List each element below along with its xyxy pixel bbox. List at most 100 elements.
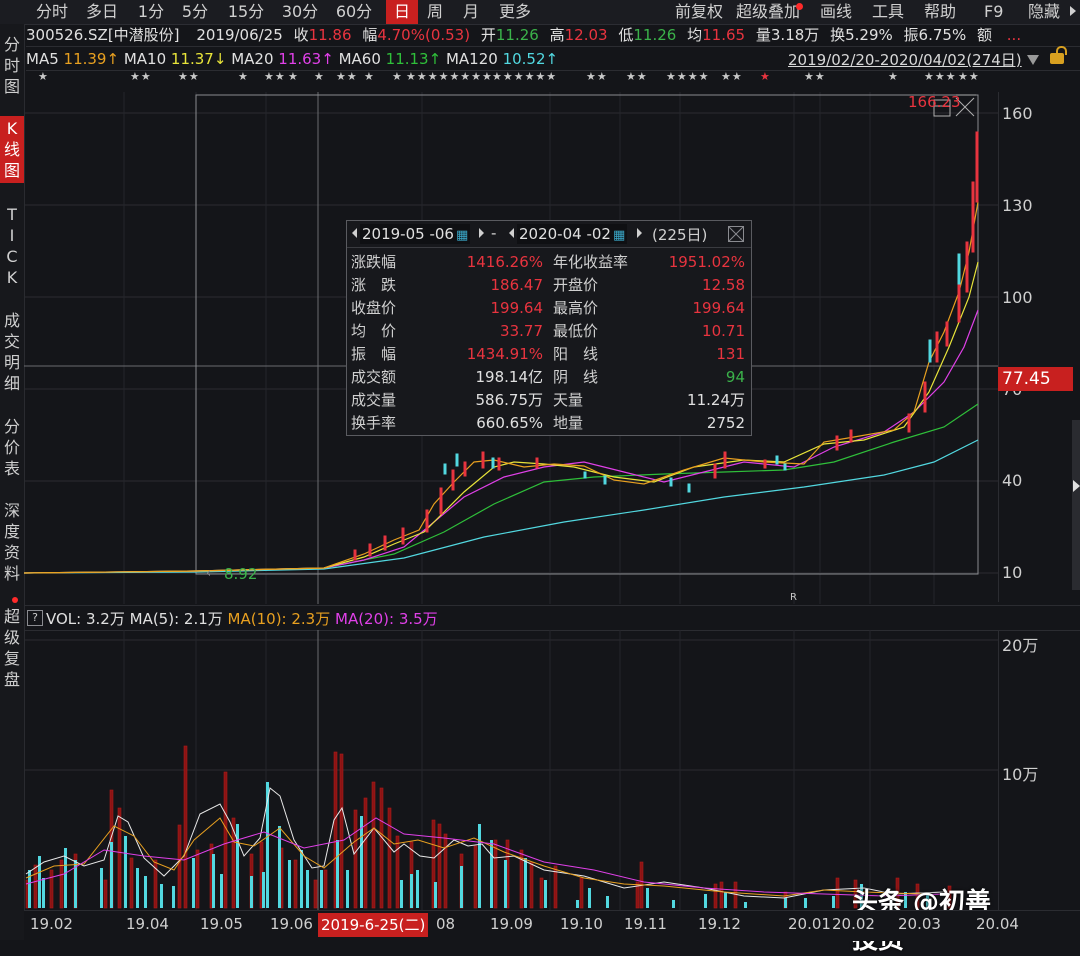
ma-row: MA5 11.39↑ MA10 11.37↓ MA20 11.63↑ MA60 … (26, 48, 1080, 71)
stat-value: 660.65% (476, 414, 543, 432)
tab-15min[interactable]: 15分 (227, 2, 265, 21)
volume-tick: 20万 (1002, 636, 1039, 655)
tab-more[interactable]: 更多 (498, 2, 531, 21)
menu-tools[interactable]: 工具 (872, 2, 905, 21)
amplitude-value: 6.75% (918, 26, 967, 44)
next-end-icon[interactable] (637, 228, 642, 238)
x-tick: 20.02 (832, 915, 875, 933)
stat-value: 2752 (706, 414, 745, 432)
menu-help[interactable]: 帮助 (924, 2, 957, 21)
ma20-value: 11.63↑ (278, 50, 334, 68)
close-value: 11.86 (308, 26, 352, 44)
time-axis: 19.02 19.04 19.05 19.06 2019-6-25(二) 08 … (24, 910, 1080, 941)
price-tick: 100 (1002, 288, 1033, 307)
menu-f9[interactable]: F9 (984, 2, 1004, 21)
sidebar-item-trades[interactable]: 成交明细 (3, 311, 20, 393)
stat-value: 94 (725, 368, 745, 386)
prev-end-icon[interactable] (509, 228, 514, 238)
avg-label: 均 (687, 26, 703, 44)
menu-draw[interactable]: 画线 (820, 2, 853, 21)
tab-60min[interactable]: 60分 (335, 2, 373, 21)
quote-row: 300526.SZ[中潜股份] 2019/06/25 收11.86 幅4.70%… (26, 24, 1080, 47)
tab-monthly[interactable]: 月 (462, 2, 479, 21)
x-tick: 19.12 (698, 915, 741, 933)
close-icon[interactable] (728, 226, 744, 242)
stat-value: 199.64 (490, 299, 544, 317)
unlock-icon[interactable] (1050, 46, 1067, 64)
end-date-value: 2020-04 -02 (519, 225, 611, 243)
ma60-value: 11.13↑ (385, 50, 442, 68)
start-date-input[interactable]: 2019-05 -06 ▦ (360, 224, 471, 244)
stat-value: 10.71 (702, 322, 745, 340)
x-tick: 19.10 (560, 915, 603, 933)
tab-daily[interactable]: 日 (386, 0, 418, 24)
sidebar-item-replay[interactable]: 超级复盘 (3, 607, 20, 689)
stat-label: 阴 线 (553, 368, 599, 386)
volume-chart[interactable]: 头条 @初善投资 (24, 630, 998, 955)
stat-label: 换手率 (351, 414, 397, 432)
current-price-tag: 77.45 (998, 367, 1073, 391)
high-value: 12.03 (564, 26, 608, 44)
stat-label: 最高价 (553, 299, 599, 317)
volume-tick: 10万 (1002, 765, 1039, 784)
x-tick: 19.09 (490, 915, 533, 933)
date-range-selector[interactable]: 2019/02/20-2020/04/02(274日) (788, 51, 1022, 69)
amplitude-label: 振 (903, 26, 919, 44)
sidebar-item-price-table[interactable]: 分价表 (3, 417, 20, 478)
prev-start-icon[interactable] (352, 228, 357, 238)
cursor-date-label: 2019-6-25(二) (318, 913, 429, 937)
stat-value: 1434.91% (466, 345, 543, 363)
stat-label: 地量 (553, 414, 584, 432)
calendar-icon[interactable]: ▦ (455, 228, 469, 243)
period-toolbar: 分时 多日 1分 5分 15分 30分 60分 日 周 月 更多 前复权 超级叠… (0, 0, 1080, 25)
sidebar-item-profile[interactable]: 深度资料 (3, 501, 20, 583)
price-tick: 160 (1002, 104, 1033, 123)
vol-ma20: MA(20): 3.5万 (335, 610, 438, 628)
stats-header: 2019-05 -06 ▦ - 2020-04 -02 ▦ (225日) (347, 221, 751, 248)
stat-label: 成交额 (351, 368, 397, 386)
right-scrollbar[interactable] (1072, 420, 1080, 590)
expand-right-icon[interactable] (1070, 6, 1076, 16)
ma10-label: MA10 (123, 50, 167, 68)
amount-value: ... (1006, 26, 1022, 44)
menu-adjust[interactable]: 前复权 (675, 2, 724, 21)
help-icon[interactable]: ? (27, 610, 43, 626)
chart-r-marker: R (790, 592, 797, 603)
next-start-icon[interactable] (479, 228, 484, 238)
vol-value: VOL: 3.2万 (46, 610, 125, 628)
quote-date: 2019/06/25 (196, 26, 283, 44)
stat-label: 开盘价 (553, 276, 599, 294)
tab-5min[interactable]: 5分 (181, 2, 209, 21)
stat-label: 涨 跌 (351, 276, 397, 294)
stat-value: 33.77 (500, 322, 543, 340)
days-count: (225日) (652, 226, 708, 244)
change-value: 4.70%(0.53) (377, 26, 471, 44)
open-label: 开 (480, 26, 496, 44)
tab-intraday[interactable]: 分时 (35, 2, 68, 21)
x-tick: 08 (436, 915, 456, 933)
end-date-input[interactable]: 2020-04 -02 ▦ (517, 224, 628, 244)
tab-multi-day[interactable]: 多日 (85, 2, 118, 21)
turnover-value: 5.29% (845, 26, 893, 44)
close-label: 收 (293, 26, 309, 44)
stat-value: 1416.26% (466, 253, 543, 271)
sidebar-item-intraday[interactable]: 分时图 (3, 35, 20, 96)
tab-30min[interactable]: 30分 (281, 2, 319, 21)
menu-overlay[interactable]: 超级叠加 (736, 2, 801, 21)
high-label: 高 (549, 26, 565, 44)
notification-dot (12, 597, 18, 603)
open-value: 11.26 (495, 26, 539, 44)
tab-1min[interactable]: 1分 (137, 2, 165, 21)
collapse-arrow-icon[interactable] (1073, 480, 1080, 492)
low-value: 11.26 (633, 26, 677, 44)
stat-value: 1951.02% (668, 253, 745, 271)
dropdown-arrow-icon[interactable] (1027, 55, 1039, 65)
stat-label: 天量 (553, 391, 584, 409)
calendar-icon[interactable]: ▦ (612, 228, 626, 243)
menu-hide[interactable]: 隐藏 (1028, 2, 1061, 21)
event-star-markers[interactable]: ★ ★★ ★★ ★ ★★ ★ ★ ★★ ★ ★ ★★★★★★★★ ★★★★★★ … (38, 70, 980, 83)
tab-weekly[interactable]: 周 (426, 2, 443, 21)
